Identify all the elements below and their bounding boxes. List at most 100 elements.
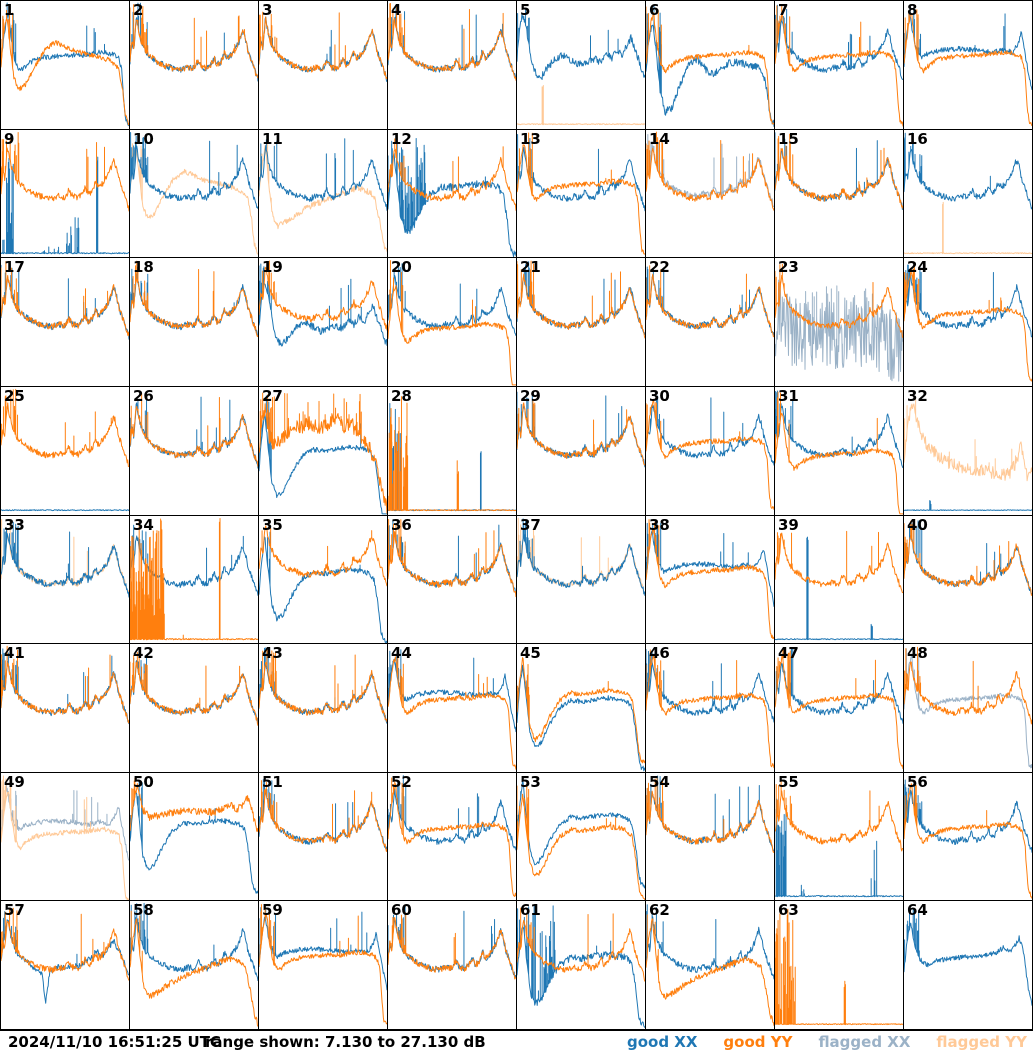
spectrum-plot [904,646,1032,769]
spectrum-panel-9: 9 [1,129,130,259]
spectrum-plot [1,645,129,725]
panel-number: 44 [391,644,412,663]
panel-number: 45 [520,644,541,663]
spectrum-plot [517,905,645,1029]
panel-number: 32 [907,386,928,405]
spectrum-plot [775,390,903,515]
panel-number: 2 [133,1,144,19]
panel-number: 41 [4,644,25,663]
panel-number: 61 [520,901,541,920]
spectrum-plot [388,260,516,386]
spectrum-panel-42: 42 [130,644,259,773]
spectrum-panel-60: 60 [388,901,517,1030]
panel-number: 31 [778,386,799,405]
spectrum-plot [517,657,645,772]
spectrum-panel-51: 51 [259,772,388,902]
legend-item-flagged_yy: flagged YY [936,1033,1027,1051]
spectrum-plot [775,264,903,382]
spectrum-plot [904,519,1032,596]
panel-number: 25 [4,386,25,405]
panel-number: 51 [262,772,283,791]
spectrum-panel-38: 38 [646,515,775,645]
spectrum-panel-48: 48 [904,644,1033,773]
panel-number: 53 [520,772,541,791]
spectrum-plot [130,903,258,1028]
spectrum-plot [646,904,774,1027]
spectrum-plot [775,530,903,640]
panel-number: 36 [391,515,412,534]
panel-number: 18 [133,258,154,277]
spectrum-plot [775,779,903,898]
spectrum-plot [259,904,387,1025]
panel-number: 14 [649,129,670,148]
spectrum-panel-21: 21 [517,258,646,387]
spectrum-plot [517,391,645,468]
spectrum-plot [259,260,387,347]
spectrum-panel-2: 2 [130,1,259,130]
spectrum-panel-27: 27 [259,386,388,516]
spectrum-plot [130,777,258,894]
range-shown-label: range shown: 7.130 to 27.130 dB [205,1033,486,1051]
spectrum-plot [1,388,129,512]
spectrum-panel-13: 13 [517,129,646,259]
panel-number: 64 [907,901,928,920]
spectrum-plot [1,261,129,340]
panel-number: 30 [649,386,670,405]
spectrum-plot [1,908,129,1005]
spectrum-panel-26: 26 [130,386,259,516]
panel-number: 12 [391,129,412,148]
spectrum-plot [775,647,903,770]
spectrum-plot [904,779,1032,899]
spectrum-plot [646,5,774,127]
panel-number: 19 [262,258,283,277]
panel-number: 16 [907,129,928,148]
spectrum-panel-55: 55 [775,772,904,902]
spectrum-panel-40: 40 [904,515,1033,645]
panel-number: 11 [262,129,283,148]
spectrum-panel-8: 8 [904,1,1033,130]
spectrum-plot [775,131,903,210]
spectrum-panel-41: 41 [1,644,130,773]
spectrum-plot [259,647,387,724]
spectrum-plot [904,132,1032,254]
spectrum-plot [130,650,258,726]
spectrum-panel-29: 29 [517,386,646,516]
panel-number: 33 [4,515,25,534]
spectrum-panel-36: 36 [388,515,517,645]
panel-number: 6 [649,1,660,19]
panel-number: 23 [778,258,799,277]
spectrum-panel-37: 37 [517,515,646,645]
spectrum-plot [130,131,258,255]
panel-number: 28 [391,386,412,405]
spectrum-plot [775,4,903,127]
panel-number: 13 [520,129,541,148]
spectrum-plot [517,779,645,900]
legend-item-good_yy: good YY [723,1033,793,1051]
spectrum-plot [646,395,774,510]
spectrum-plot [646,649,774,769]
spectrum-panel-47: 47 [775,644,904,773]
panel-number: 7 [778,1,789,19]
spectrum-panel-7: 7 [775,1,904,130]
panel-number: 37 [520,515,541,534]
spectrum-panel-4: 4 [388,1,517,130]
spectrum-panel-18: 18 [130,258,259,387]
spectrum-plot [646,518,774,639]
spectrum-plot [904,264,1032,382]
spectrum-panel-11: 11 [259,129,388,259]
panel-number: 58 [133,901,154,920]
spectrum-panel-50: 50 [130,772,259,902]
spectrum-plot [388,396,516,512]
panel-number: 57 [4,901,25,920]
panel-number: 55 [778,772,799,791]
panel-number: 39 [778,515,799,534]
spectrum-panel-32: 32 [904,386,1033,516]
spectrum-plot [1,518,129,598]
panel-number: 24 [907,258,928,277]
panel-number: 1 [4,1,15,19]
spectrum-panel-3: 3 [259,1,388,130]
spectrum-panel-19: 19 [259,258,388,387]
panel-number: 63 [778,901,799,920]
panel-number: 10 [133,129,154,148]
